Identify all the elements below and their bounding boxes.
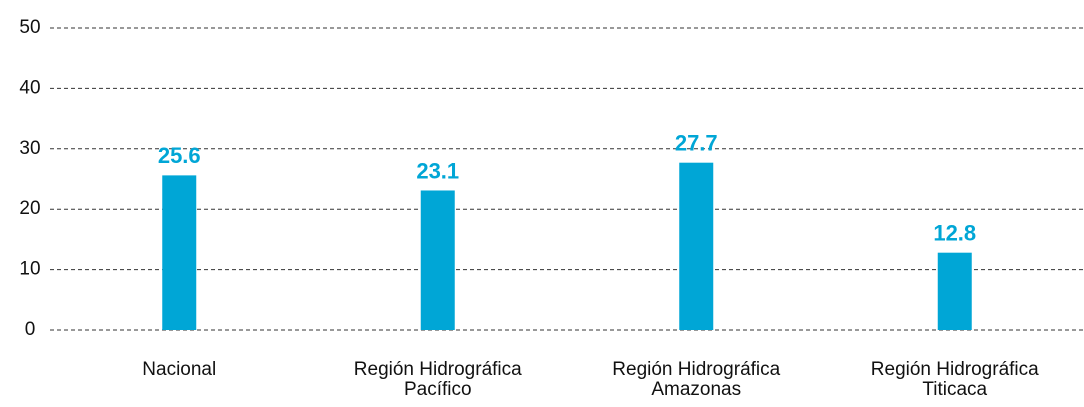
- x-tick-label: Región Hidrográfica Pacífico: [354, 359, 522, 400]
- x-tick-label-line: Región Hidrográfica: [354, 359, 522, 380]
- bar: [420, 190, 455, 330]
- value-label: 25.6: [158, 143, 201, 168]
- y-tick-label: 50: [19, 17, 40, 38]
- x-tick-label-line: Nacional: [142, 359, 216, 380]
- y-tick-label: 0: [25, 319, 36, 340]
- x-tick-label: Región Hidrográfica Titicaca: [871, 359, 1039, 400]
- bar: [162, 175, 197, 330]
- x-tick-label: Región Hidrográfica Amazonas: [612, 359, 780, 400]
- value-label: 27.7: [675, 131, 718, 156]
- x-tick-label-line: Región Hidrográfica: [871, 359, 1039, 380]
- bar: [937, 252, 972, 330]
- value-label: 23.1: [416, 158, 459, 183]
- x-tick-label-line: Amazonas: [651, 379, 741, 400]
- x-tick-label-line: Titicaca: [922, 379, 987, 400]
- bar: [679, 162, 714, 330]
- x-tick-label-line: Región Hidrográfica: [612, 359, 780, 380]
- y-tick-label: 40: [19, 77, 40, 98]
- y-tick-label: 30: [19, 138, 40, 159]
- x-tick-label-line: Pacífico: [404, 379, 472, 400]
- y-tick-label: 10: [19, 259, 40, 280]
- x-tick-label: Nacional: [142, 359, 216, 380]
- value-label: 12.8: [933, 221, 976, 246]
- y-tick-label: 20: [19, 198, 40, 219]
